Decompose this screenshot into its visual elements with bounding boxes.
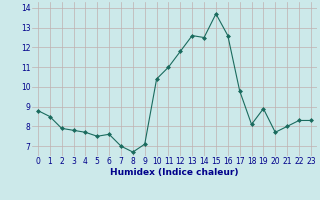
X-axis label: Humidex (Indice chaleur): Humidex (Indice chaleur) xyxy=(110,168,239,177)
